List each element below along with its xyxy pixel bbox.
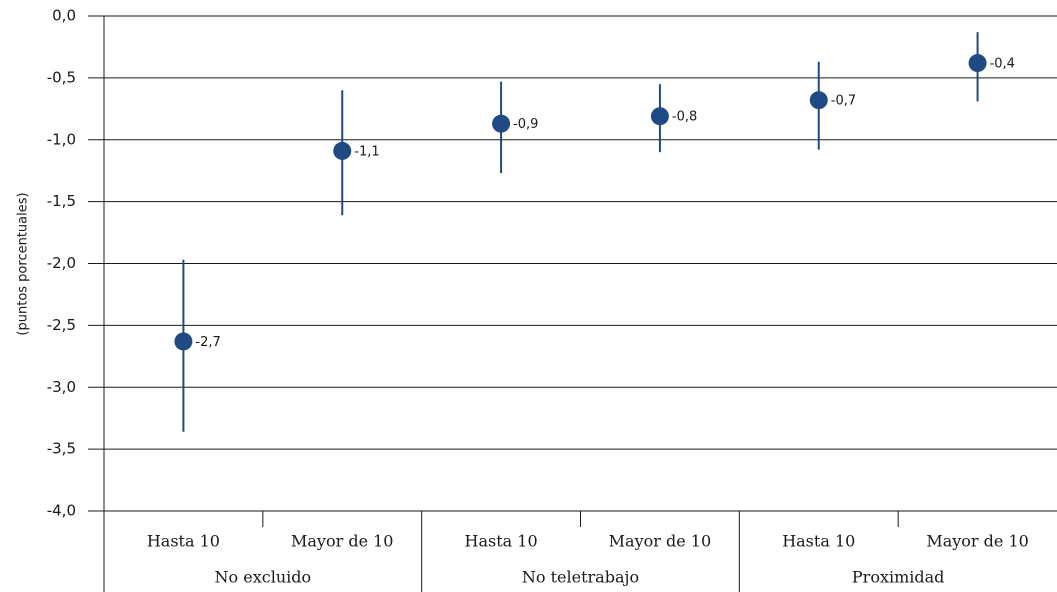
series: -2,7 -1,1 -0,9 -0,8 -0,7 -0,4 (174, 32, 1015, 432)
data-point (174, 332, 193, 351)
x-axis: Hasta 10 Mayor de 10 Hasta 10 Mayor de 10 Ha… (103, 511, 1029, 592)
y-tick-label: -1,0 (47, 130, 76, 148)
y-tick-label: 0,0 (52, 7, 76, 25)
x-category-label: Hasta 10 (465, 532, 538, 551)
x-category-label: Mayor de 10 (926, 532, 1028, 551)
data-label: -1,1 (354, 144, 379, 159)
x-group-label: No excluido (215, 568, 312, 587)
y-tick-labels: 0,0 -0,5 -1,0 -1,5 -2,0 -2,5 -3,0 -3,5 -4,0 (47, 7, 76, 520)
data-label: -2,7 (195, 335, 220, 350)
data-point (650, 107, 669, 126)
y-tick-label: -3,0 (47, 378, 76, 396)
x-category-label: Hasta 10 (147, 532, 220, 551)
y-tick-label: -3,5 (47, 440, 76, 458)
data-label: -0,7 (831, 94, 856, 109)
data-point (809, 91, 828, 110)
data-label: -0,8 (672, 110, 697, 125)
gridlines (88, 15, 1057, 512)
y-tick-label: -1,5 (47, 192, 76, 210)
y-tick-label: -4,0 (47, 502, 76, 520)
x-group-label: No teletrabajo (522, 568, 639, 587)
data-label: -0,9 (513, 117, 538, 132)
y-axis-label: (puntos porcentuales) (16, 192, 31, 335)
y-tick-label: -2,0 (47, 254, 76, 272)
data-point (968, 54, 987, 73)
y-tick-label: -0,5 (47, 68, 76, 86)
x-group-label: Proximidad (852, 568, 945, 587)
x-category-label: Mayor de 10 (609, 532, 711, 551)
data-point (333, 141, 352, 160)
data-point (492, 114, 511, 133)
x-category-label: Mayor de 10 (291, 532, 393, 551)
data-label: -0,4 (990, 57, 1015, 72)
y-tick-label: -2,5 (47, 316, 76, 334)
x-category-label: Hasta 10 (782, 532, 855, 551)
